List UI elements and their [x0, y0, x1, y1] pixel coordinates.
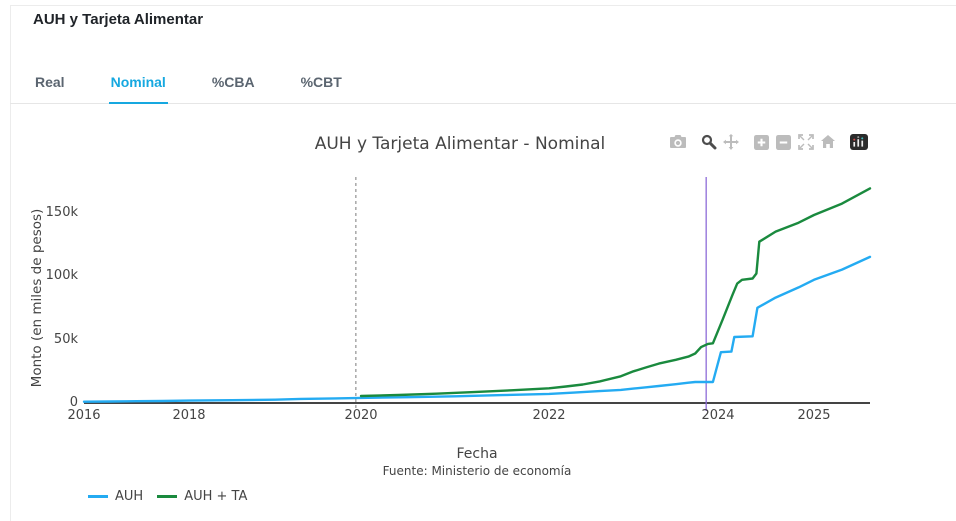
zoom-out-icon[interactable]	[774, 132, 793, 152]
legend-swatch	[157, 495, 178, 498]
legend-item-auh---ta[interactable]: AUH + TA	[157, 489, 247, 504]
x-tick-2024: 2024	[701, 408, 735, 423]
x-tick-2020: 2020	[344, 408, 378, 423]
x-tick-2022: 2022	[532, 408, 566, 423]
legend-label: AUH + TA	[184, 489, 248, 504]
legend-swatch	[88, 495, 108, 498]
x-tick-2016: 2016	[67, 408, 101, 423]
source-note: Fuente: Ministerio de economía	[382, 464, 572, 478]
tab-cbt[interactable]: %CBT	[300, 74, 342, 90]
pan-icon[interactable]	[721, 132, 740, 152]
legend-item-auh[interactable]: AUH	[88, 489, 143, 504]
series-line-auh	[82, 255, 872, 403]
zoom-icon[interactable]	[699, 132, 718, 152]
y-tick-100k: 100k	[45, 268, 78, 283]
legend: AUH AUH + TA	[88, 489, 247, 504]
y-tick-150k: 150k	[45, 204, 78, 220]
plotly-logo-icon[interactable]	[849, 132, 868, 152]
tab-real[interactable]: Real	[35, 74, 65, 90]
tab-nominal[interactable]: Nominal	[108, 74, 168, 104]
series-line-auh---ta	[359, 187, 872, 398]
legend-label: AUH	[115, 489, 144, 504]
x-tick-2018: 2018	[172, 408, 206, 423]
page-title: AUH y Tarjeta Alimentar	[33, 11, 204, 28]
plotly-modebar	[668, 131, 871, 153]
zoom-in-icon[interactable]	[752, 132, 771, 152]
tab-bar: Real Nominal %CBA %CBT	[10, 68, 956, 104]
chart-title: AUH y Tarjeta Alimentar - Nominal	[314, 134, 606, 154]
home-icon[interactable]	[818, 132, 837, 152]
y-tick-50k: 50k	[53, 331, 78, 347]
autoscale-icon[interactable]	[796, 132, 815, 152]
x-axis-title: Fecha	[456, 446, 498, 462]
y-tick-0: 0	[69, 395, 78, 410]
camera-icon[interactable]	[668, 132, 687, 152]
tab-cba[interactable]: %CBA	[211, 74, 255, 90]
x-tick-2025: 2025	[797, 408, 831, 423]
